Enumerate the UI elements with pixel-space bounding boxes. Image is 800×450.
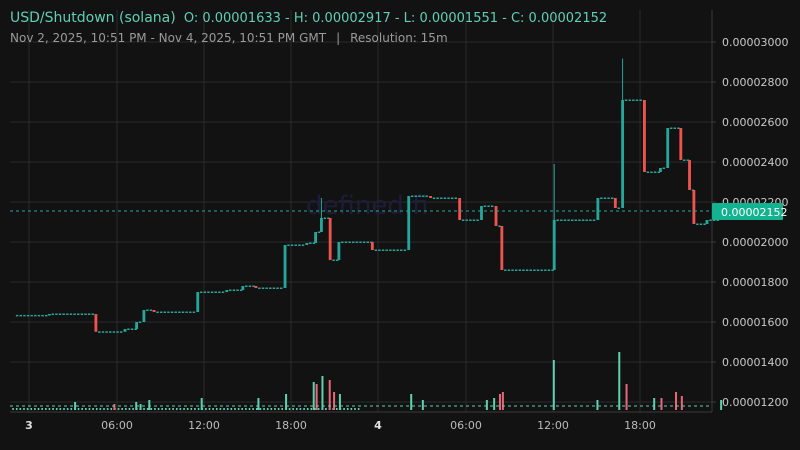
- time-tick-label: 4: [374, 419, 382, 432]
- price-axis[interactable]: 0.00003000 0.00002800 0.00002600 0.00002400…: [722, 36, 788, 409]
- pair-symbol: USD/Shutdown (solana): [10, 10, 176, 26]
- time-tick-label: 12:00: [537, 419, 569, 432]
- chart-header: USD/Shutdown (solana) O: 0.00001633 - H:…: [10, 10, 607, 45]
- current-price-label: 0.00002152: [721, 206, 787, 219]
- date-range: Nov 2, 2025, 10:51 PM - Nov 4, 2025, 10:…: [10, 31, 327, 45]
- price-tick-label: 0.00001600: [722, 316, 788, 329]
- time-tick-label: 18:00: [275, 419, 307, 432]
- time-tick-label: 06:00: [450, 419, 482, 432]
- time-tick-label: 18:00: [624, 419, 656, 432]
- time-tick-label: 12:00: [188, 419, 220, 432]
- volume-bars: [10, 352, 723, 410]
- subtitle-line: Nov 2, 2025, 10:51 PM - Nov 4, 2025, 10:…: [10, 31, 607, 45]
- price-tick-label: 0.00002400: [722, 156, 788, 169]
- price-tick-label: 0.00001200: [722, 396, 788, 409]
- price-tick-label: 0.00001800: [722, 276, 788, 289]
- ohlc-values: O: 0.00001633 - H: 0.00002917 - L: 0.000…: [183, 11, 608, 26]
- separator: |: [336, 31, 341, 45]
- time-axis[interactable]: 3 06:00 12:00 18:00 4 06:00 12:00 18:00: [25, 419, 656, 432]
- current-price-tag: 0.00002152: [712, 203, 787, 220]
- price-tick-label: 0.00002600: [722, 116, 788, 129]
- price-tick-label: 0.00001400: [722, 356, 788, 369]
- price-tick-label: 0.00002800: [722, 76, 788, 89]
- title-line: USD/Shutdown (solana) O: 0.00001633 - H:…: [10, 10, 607, 26]
- resolution: Resolution: 15m: [350, 31, 448, 45]
- price-tick-label: 0.00002000: [722, 236, 788, 249]
- time-tick-label: 06:00: [101, 419, 133, 432]
- time-tick-label: 3: [25, 419, 33, 432]
- price-tick-label: 0.00003000: [722, 36, 788, 49]
- candles: [15, 58, 728, 333]
